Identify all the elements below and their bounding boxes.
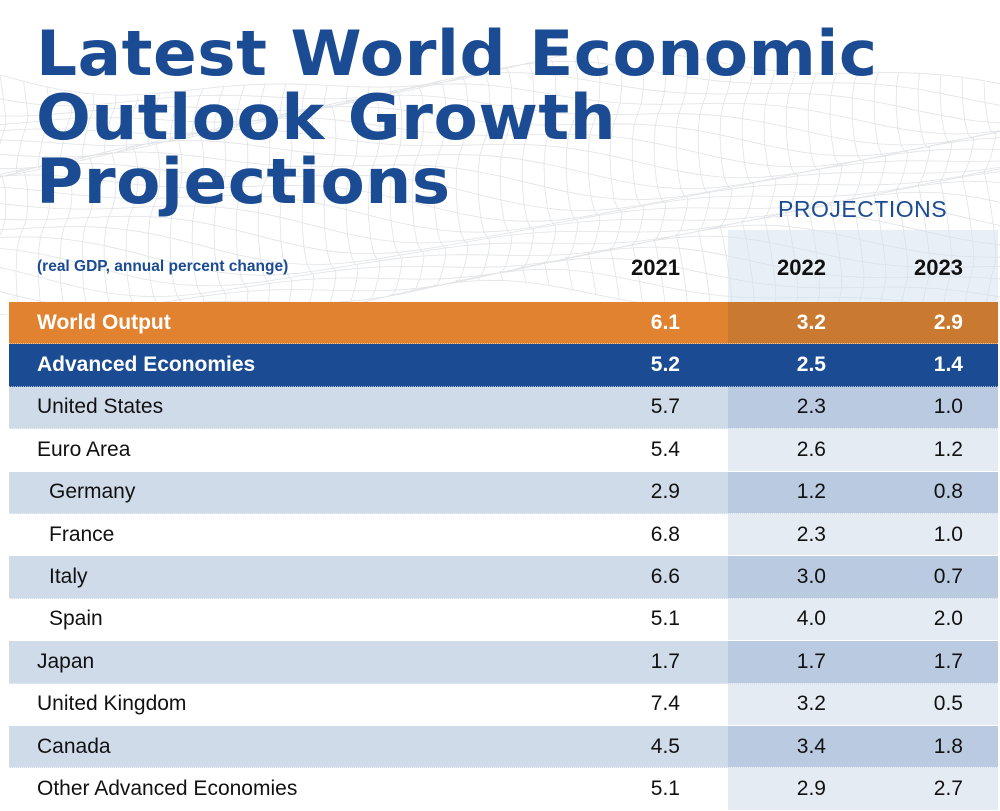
value-cell-2022: 1.7 xyxy=(796,649,826,673)
value-cell-2022: 2.5 xyxy=(796,353,826,377)
row-label: United States xyxy=(37,395,164,419)
value-cell-2023: 1.8 xyxy=(933,734,963,758)
row-label: United Kingdom xyxy=(37,692,187,716)
mesh-line xyxy=(15,80,29,315)
row-label: Germany xyxy=(49,480,136,504)
value-cell-2021: 5.4 xyxy=(650,437,680,461)
table-row: Spain 5.1 4.0 2.0 xyxy=(9,598,998,642)
table-row: Euro Area 5.4 2.6 1.2 xyxy=(9,429,998,472)
value-cell-2021: 6.6 xyxy=(650,565,680,589)
value-cell-2021: 5.7 xyxy=(650,395,680,419)
row-label: Italy xyxy=(49,565,88,589)
value-cell-2021: 6.8 xyxy=(650,522,680,546)
value-cell-2022: 1.2 xyxy=(796,480,826,504)
value-cell-2022: 4.0 xyxy=(796,607,826,631)
value-cell-2022: 2.3 xyxy=(796,395,826,419)
value-cell-2022: 2.3 xyxy=(796,522,826,546)
projection-band xyxy=(728,344,998,386)
projection-band xyxy=(728,302,998,344)
value-cell-2021: 4.5 xyxy=(650,734,680,758)
table-row: World Output 6.1 3.2 2.9 xyxy=(9,302,998,345)
value-cell-2023: 1.2 xyxy=(933,437,963,461)
projection-band xyxy=(728,386,998,429)
table-row: Advanced Economies 5.2 2.5 1.4 xyxy=(9,344,998,387)
value-cell-2021: 1.7 xyxy=(650,649,680,673)
value-cell-2023: 0.7 xyxy=(933,565,963,589)
table-row: France 6.8 2.3 1.0 xyxy=(9,513,998,557)
table-row: Canada 4.5 3.4 1.8 xyxy=(9,725,998,769)
title-line-1: Latest World Economic xyxy=(36,17,878,90)
value-cell-2021: 2.9 xyxy=(650,480,680,504)
row-label: Japan xyxy=(37,649,95,673)
value-cell-2022: 2.6 xyxy=(796,437,826,461)
projection-band xyxy=(728,768,998,810)
value-cell-2023: 1.7 xyxy=(933,649,963,673)
table-row: United Kingdom 7.4 3.2 0.5 xyxy=(9,683,998,726)
row-label: Euro Area xyxy=(37,437,131,461)
page-title: Latest World Economic Outlook Growth Pro… xyxy=(36,22,1000,214)
row-label: Advanced Economies xyxy=(37,353,256,377)
value-cell-2021: 5.2 xyxy=(650,353,680,377)
value-cell-2023: 1.0 xyxy=(933,522,963,546)
value-cell-2021: 6.1 xyxy=(650,310,680,334)
projection-band xyxy=(728,641,998,683)
row-label: World Output xyxy=(37,310,171,334)
table-row: Italy 6.6 3.0 0.7 xyxy=(9,556,998,599)
value-cell-2023: 1.0 xyxy=(933,395,963,419)
projection-band xyxy=(728,471,998,513)
column-header-2021: 2021 xyxy=(631,255,680,280)
table-row: Other Advanced Economies 5.1 2.9 2.7 xyxy=(9,768,998,811)
row-label: France xyxy=(49,522,115,546)
table-subtitle: (real GDP, annual percent change) xyxy=(37,258,289,275)
value-cell-2022: 3.4 xyxy=(796,734,826,758)
row-label: Canada xyxy=(37,734,111,758)
projection-band xyxy=(728,429,998,471)
value-cell-2021: 5.1 xyxy=(650,776,680,800)
value-cell-2023: 0.8 xyxy=(933,480,963,504)
value-cell-2021: 7.4 xyxy=(650,692,680,716)
title-line-2: Outlook Growth Projections xyxy=(36,81,617,218)
table-row: Japan 1.7 1.7 1.7 xyxy=(9,641,998,684)
value-cell-2023: 2.7 xyxy=(933,776,963,800)
value-cell-2022: 3.0 xyxy=(796,565,826,589)
projection-band xyxy=(728,598,998,641)
projection-band xyxy=(728,725,998,768)
growth-projections-table: World Output 6.1 3.2 2.9 Advanced Economies 5… xyxy=(9,302,998,811)
value-cell-2023: 2.9 xyxy=(933,310,963,334)
value-cell-2022: 3.2 xyxy=(796,692,826,716)
projections-header: PROJECTIONS xyxy=(778,196,948,222)
value-cell-2022: 2.9 xyxy=(796,776,826,800)
table-row: United States 5.7 2.3 1.0 xyxy=(9,386,998,430)
value-cell-2023: 0.5 xyxy=(933,692,963,716)
row-label: Other Advanced Economies xyxy=(37,776,298,800)
mesh-line xyxy=(0,74,7,237)
column-header-2022: 2022 xyxy=(777,255,826,280)
projection-band xyxy=(728,513,998,556)
column-header-2023: 2023 xyxy=(914,255,963,280)
value-cell-2023: 2.0 xyxy=(933,607,963,631)
projection-band xyxy=(728,556,998,598)
row-label: Spain xyxy=(49,607,103,631)
table-row: Germany 2.9 1.2 0.8 xyxy=(9,471,998,514)
value-cell-2021: 5.1 xyxy=(650,607,680,631)
value-cell-2022: 3.2 xyxy=(796,310,826,334)
projection-band xyxy=(728,683,998,725)
value-cell-2023: 1.4 xyxy=(933,353,963,377)
